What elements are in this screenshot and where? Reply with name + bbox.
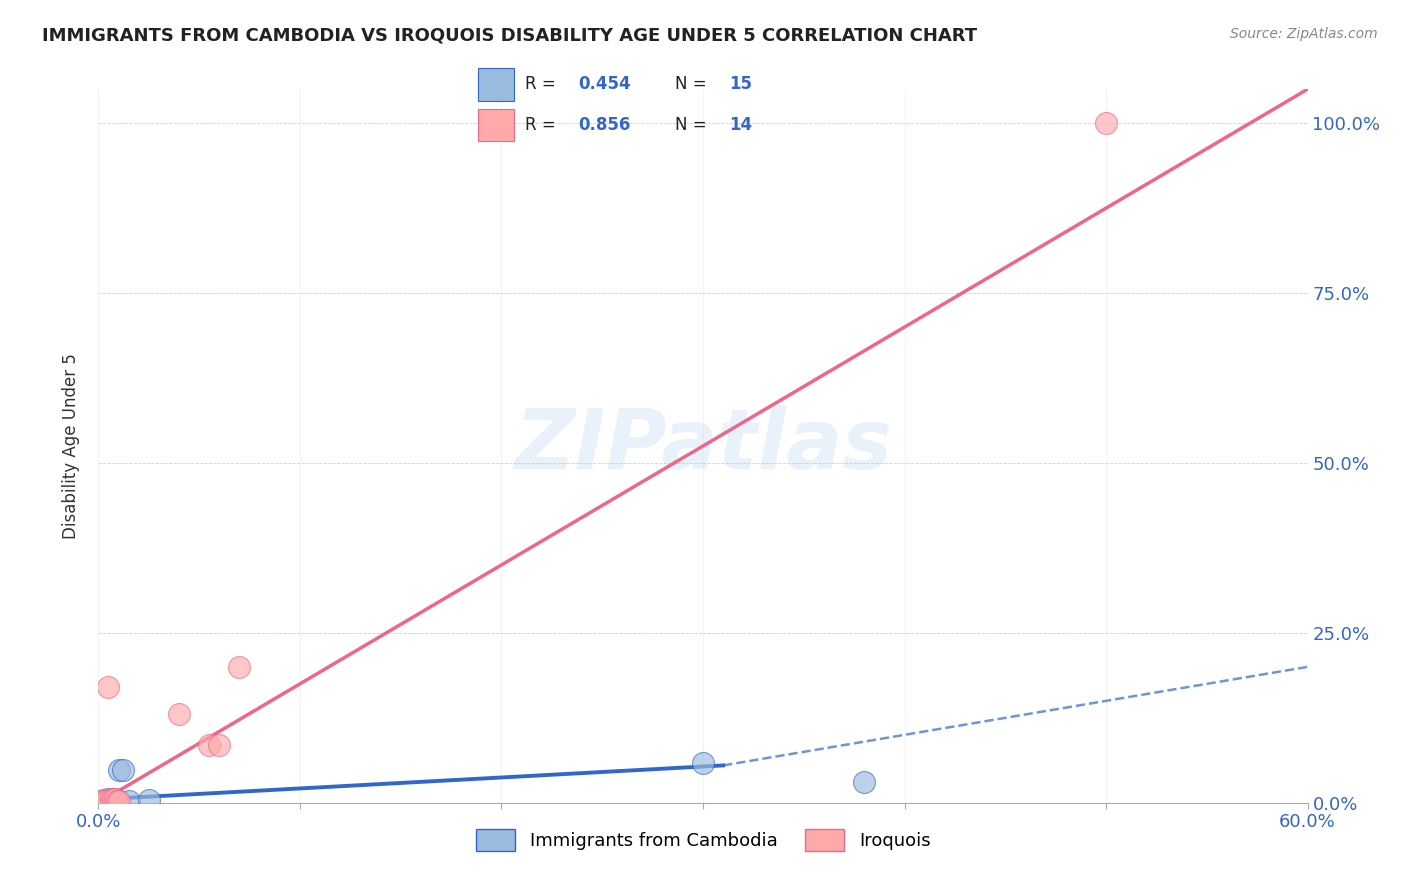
Text: 14: 14 [730,116,752,134]
Point [118,794,141,808]
Point [105,794,128,808]
Point [208,738,231,752]
Text: R =: R = [524,116,561,134]
Text: 15: 15 [730,76,752,94]
Point [228,660,250,674]
Point [101,792,124,806]
Point [97,792,120,806]
Text: N =: N = [675,76,713,94]
Point [93,793,115,807]
Bar [478,109,515,141]
Text: R =: R = [524,76,561,94]
Point [101,794,124,808]
Text: Source: ZipAtlas.com: Source: ZipAtlas.com [1230,27,1378,41]
Point [103,792,125,806]
Point [91,794,114,808]
Bar [478,69,515,101]
Point [1095,116,1118,130]
Text: IMMIGRANTS FROM CAMBODIA VS IROQUOIS DISABILITY AGE UNDER 5 CORRELATION CHART: IMMIGRANTS FROM CAMBODIA VS IROQUOIS DIS… [42,27,977,45]
Point [853,775,876,789]
Point [97,680,120,694]
Point [100,793,122,807]
Text: N =: N = [675,116,713,134]
Point [111,763,134,777]
Y-axis label: Disability Age Under 5: Disability Age Under 5 [62,353,80,539]
Point [93,793,115,807]
Point [138,793,160,807]
Text: ZIPatlas: ZIPatlas [515,406,891,486]
Point [198,738,221,752]
Point [97,794,120,808]
Point [100,792,122,806]
Point [107,763,129,777]
Legend: Immigrants from Cambodia, Iroquois: Immigrants from Cambodia, Iroquois [468,822,938,858]
Point [96,794,118,808]
Point [105,793,128,807]
Point [91,794,114,808]
Point [107,794,129,808]
Text: 0.454: 0.454 [579,76,631,94]
Point [167,707,190,722]
Text: 0.856: 0.856 [579,116,631,134]
Point [692,756,714,771]
Point [103,792,125,806]
Point [96,794,118,808]
